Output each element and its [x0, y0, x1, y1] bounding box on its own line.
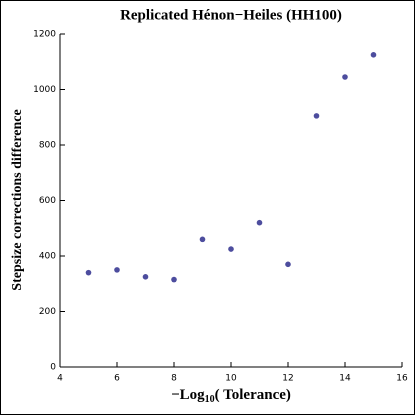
x-label-main: −Log	[171, 387, 205, 403]
point	[142, 274, 149, 280]
y-tick-label: 0	[50, 363, 56, 373]
point	[228, 246, 234, 252]
point	[342, 74, 348, 80]
x-tick-label: 14	[339, 374, 351, 384]
y-tick-label: 1200	[33, 30, 56, 40]
chart-title: Replicated Hénon−Heiles (HH100)	[120, 7, 342, 23]
y-tick-label: 800	[39, 141, 56, 151]
point	[199, 236, 206, 243]
y-tick-label: 200	[39, 307, 56, 317]
point	[256, 219, 263, 226]
x-label-rest: ( Tolerance)	[215, 387, 291, 403]
x-label-sub: 10	[205, 394, 215, 405]
x-tick-label: 12	[282, 374, 293, 384]
x-tick-label: 4	[57, 374, 63, 384]
x-tick-label: 8	[171, 374, 177, 384]
x-tick-label: 6	[114, 374, 120, 384]
x-tick-label: 10	[225, 374, 237, 384]
x-axis-label: −Log10( Tolerance)	[171, 387, 291, 405]
point	[370, 52, 377, 58]
point	[85, 269, 92, 276]
point	[171, 276, 177, 283]
y-tick-label: 600	[39, 196, 56, 206]
y-tick-label: 1000	[33, 85, 56, 95]
x-tick-label: 16	[396, 374, 408, 384]
point	[114, 267, 120, 273]
y-axis-label: Stepsize corrections difference	[10, 109, 25, 290]
y-tick-label: 400	[39, 252, 56, 262]
point	[285, 261, 291, 268]
point	[313, 113, 320, 119]
